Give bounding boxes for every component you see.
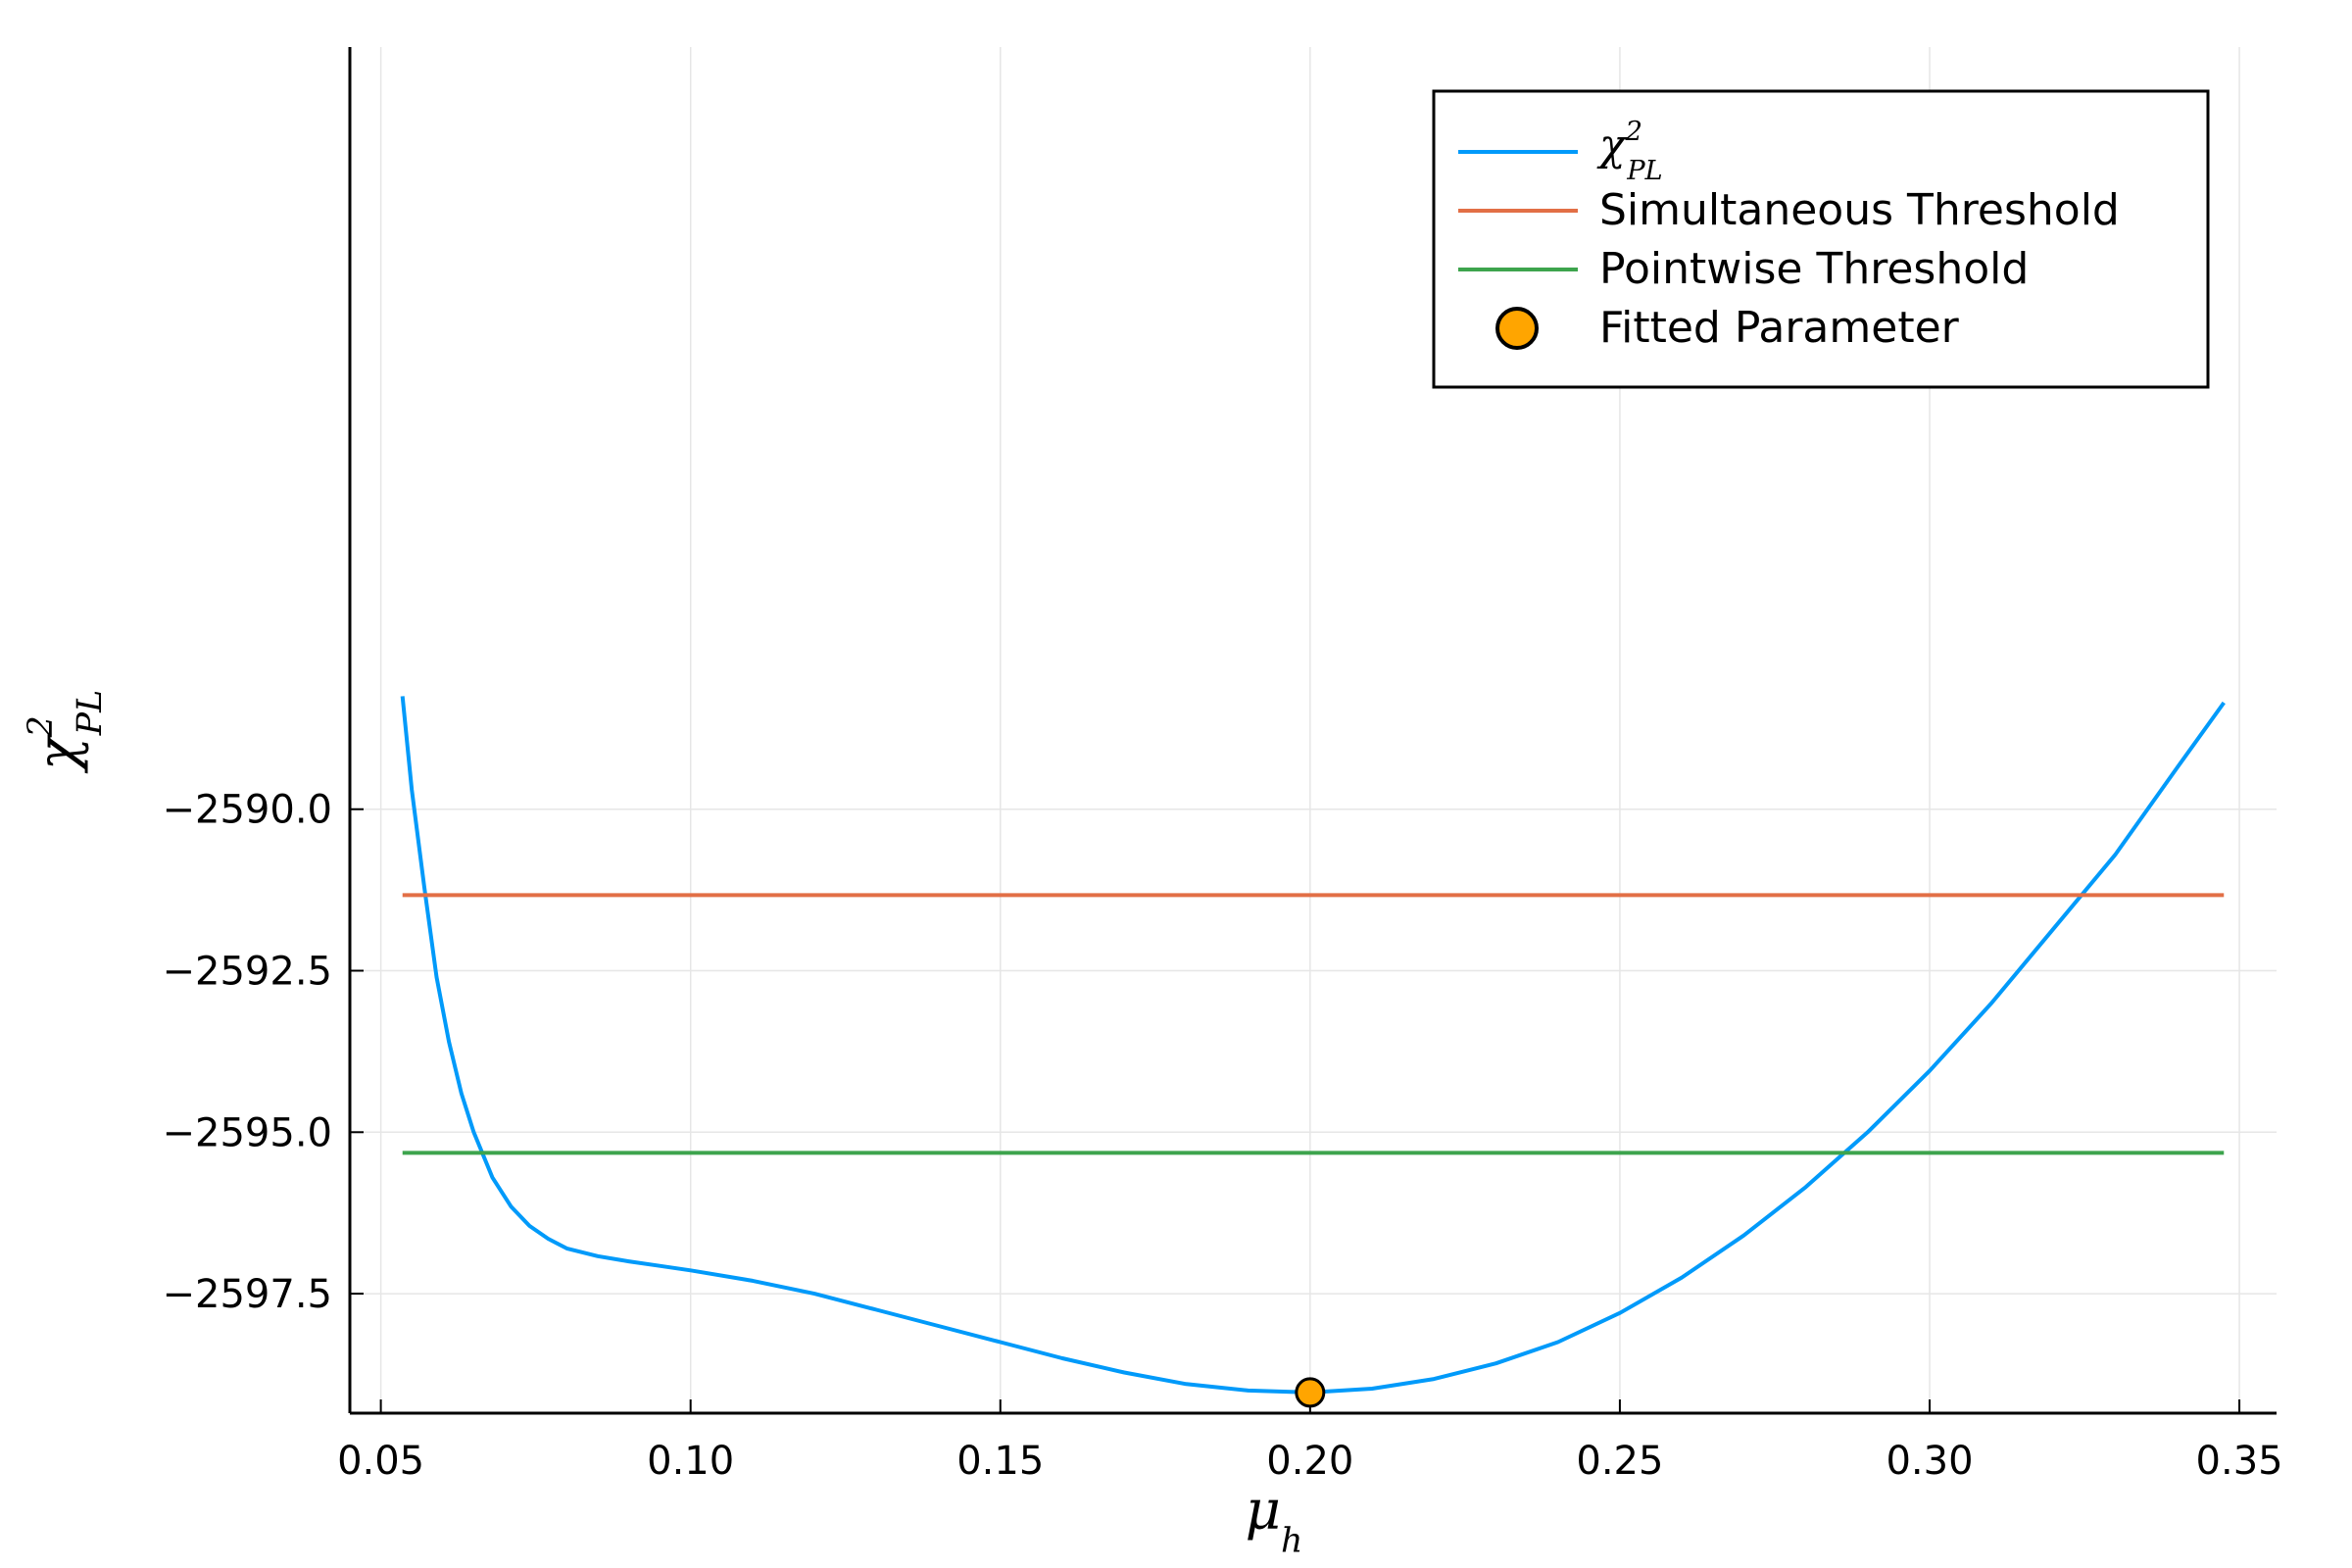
y-tick-label: −2595.0 bbox=[163, 1110, 332, 1155]
y-tick-label: −2592.5 bbox=[163, 950, 332, 995]
axes bbox=[348, 47, 2277, 1415]
y-axis-label: χ2 PL bbox=[22, 690, 110, 774]
y-tick-label: −2590.0 bbox=[163, 788, 332, 833]
x-tick-label: 0.25 bbox=[1576, 1439, 1663, 1484]
x-tick-label: 0.30 bbox=[1886, 1439, 1973, 1484]
x-tick-label: 0.35 bbox=[2196, 1439, 2283, 1484]
tick-labels: 0.05 0.10 0.15 0.20 0.25 0.30 0.35 −2590.0 −2592… bbox=[163, 788, 2283, 1484]
x-tick-label: 0.10 bbox=[647, 1439, 734, 1484]
x-tick-label: 0.15 bbox=[956, 1439, 1044, 1484]
series-line-chi2 bbox=[400, 696, 2226, 1395]
legend-label-chi2: χ2 PL bbox=[1596, 117, 1663, 186]
x-tick-label: 0.20 bbox=[1266, 1439, 1353, 1484]
x-tick-label: 0.05 bbox=[337, 1439, 424, 1484]
axis-labels: μh χ2 PL bbox=[22, 690, 1303, 1561]
legend-marker-fitted-parameter bbox=[1495, 307, 1539, 350]
legend-label: Fitted Parameter bbox=[1599, 303, 1960, 353]
legend-box bbox=[1432, 89, 2210, 389]
series-layer bbox=[400, 696, 2226, 1395]
legend-label: Pointwise Threshold bbox=[1599, 244, 2029, 294]
y-tick-label: −2597.5 bbox=[163, 1272, 332, 1317]
x-axis-label: μh bbox=[1246, 1479, 1303, 1561]
fitted-parameter-point bbox=[1295, 1377, 1326, 1408]
legend-label: Simultaneous Threshold bbox=[1599, 185, 2120, 235]
